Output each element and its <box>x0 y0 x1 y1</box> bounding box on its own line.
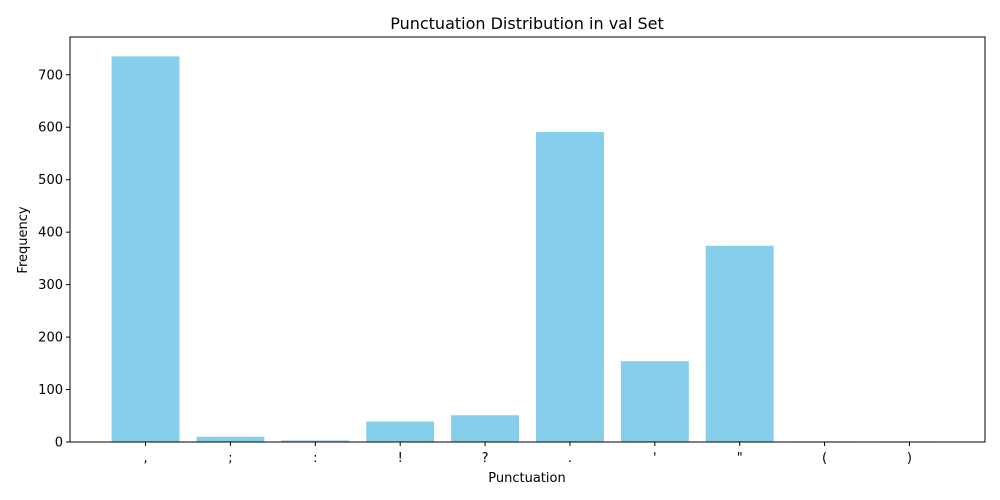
bar <box>111 56 180 442</box>
bar <box>281 440 350 442</box>
y-tick-label: 400 <box>38 226 63 241</box>
y-tick-label: 200 <box>38 331 63 346</box>
x-tick-label: ! <box>398 451 403 466</box>
bar <box>535 131 604 442</box>
bar <box>366 421 435 442</box>
y-tick-label: 0 <box>55 436 63 451</box>
x-axis: ,;:!?. ' " () <box>143 442 912 466</box>
bar <box>705 245 774 442</box>
bar <box>451 415 520 442</box>
x-tick-label: ; <box>228 451 232 466</box>
bar <box>196 436 265 442</box>
chart-title: Punctuation Distribution in val Set <box>390 14 664 33</box>
plot-area <box>111 56 944 442</box>
x-tick-label: . <box>568 451 572 466</box>
y-axis-title: Frequency <box>16 206 31 273</box>
bar <box>620 361 689 442</box>
y-tick-label: 300 <box>38 278 63 293</box>
x-tick-label: : <box>313 451 317 466</box>
plot-frame <box>69 36 986 443</box>
x-tick-label: ' <box>653 451 657 466</box>
y-axis: 0 100 200 300 400 500 600 700 <box>38 68 70 451</box>
y-tick-label: 600 <box>38 121 63 136</box>
y-tick-label: 500 <box>38 173 63 188</box>
x-axis-title: Punctuation <box>488 471 565 486</box>
y-tick-label: 700 <box>38 68 63 83</box>
x-tick-label: ( <box>822 451 827 466</box>
x-tick-label: " <box>737 451 743 466</box>
x-tick-label: ) <box>907 451 912 466</box>
y-tick-label: 100 <box>38 383 63 398</box>
x-tick-label: ? <box>482 451 489 466</box>
x-tick-label: , <box>143 451 147 466</box>
